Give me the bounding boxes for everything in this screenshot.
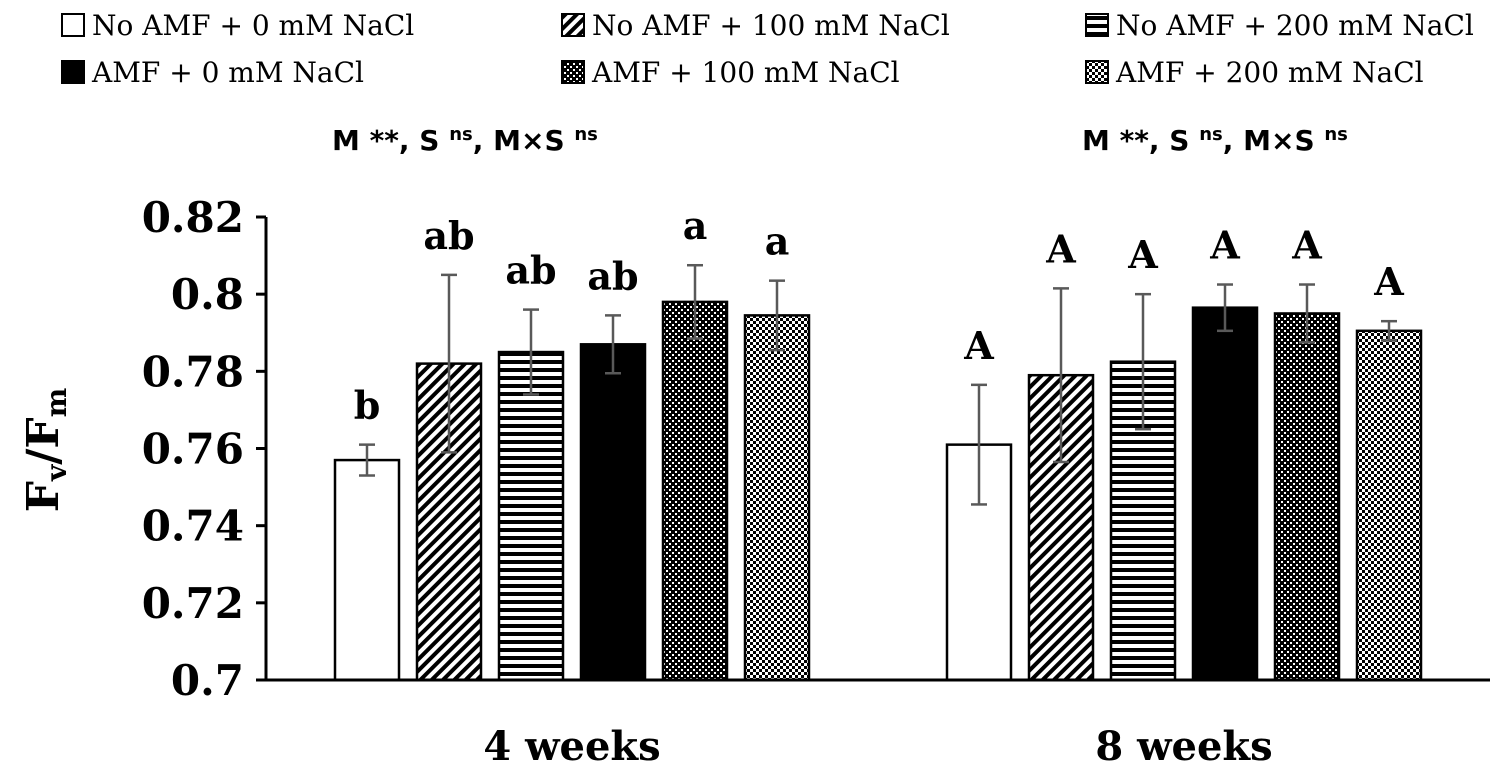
- bars: [333, 300, 1423, 682]
- significance-letter: ab: [423, 213, 474, 258]
- bar: [1355, 329, 1423, 682]
- y-tick-label: 0.74: [142, 502, 244, 551]
- y-tick-label: 0.76: [142, 425, 244, 474]
- y-tick-label: 0.78: [142, 347, 244, 396]
- y-axis: 0.82 0.8 0.78 0.76 0.74 0.72 0.7: [142, 193, 268, 705]
- y-axis-label-f2: F: [18, 417, 69, 448]
- significance-letter: A: [1045, 226, 1076, 271]
- legend-label: No AMF + 0 mM NaCl: [92, 9, 414, 42]
- legend: No AMF + 0 mM NaCl No AMF + 100 mM NaCl No…: [61, 9, 1474, 89]
- significance-letter: A: [1209, 223, 1240, 268]
- stat-annotation: M **, S ns, M×S ns: [332, 124, 598, 157]
- y-tick-label: 0.72: [142, 579, 244, 628]
- significance-letter: A: [963, 323, 994, 368]
- legend-label: AMF + 0 mM NaCl: [91, 56, 364, 89]
- y-tick-label: 0.8: [171, 270, 244, 319]
- legend-swatch: [561, 60, 585, 84]
- significance-letter: A: [1291, 223, 1322, 268]
- bar: [1191, 306, 1259, 682]
- bar: [743, 314, 811, 682]
- bar: [579, 343, 647, 682]
- stat-annotation: M **, S ns, M×S ns: [1082, 124, 1348, 157]
- y-axis-label-f1: F: [18, 481, 69, 512]
- y-tick-label: 0.7: [171, 656, 244, 705]
- stats-annotations: M **, S ns, M×S ns M **, S ns, M×S ns: [332, 124, 1348, 157]
- y-axis-label-sub2: m: [40, 388, 73, 418]
- y-axis-label-slash: /: [18, 448, 69, 465]
- legend-swatch: [61, 13, 85, 37]
- legend-label: AMF + 200 mM NaCl: [1115, 56, 1424, 89]
- legend-swatch: [1085, 13, 1109, 37]
- legend-label: No AMF + 200 mM NaCl: [1116, 9, 1474, 42]
- x-category-label: 8 weeks: [1095, 723, 1272, 770]
- legend-label: AMF + 100 mM NaCl: [591, 56, 900, 89]
- error-bars: [359, 263, 1397, 506]
- x-axis: 4 weeks 8 weeks: [266, 678, 1490, 770]
- y-axis-label: Fv/Fm: [18, 388, 73, 513]
- legend-swatch: [61, 60, 85, 84]
- legend-swatch: [561, 13, 585, 37]
- significance-letter: A: [1373, 259, 1404, 304]
- y-tick-label: 0.82: [142, 193, 244, 242]
- significance-letter: ab: [505, 248, 556, 293]
- legend-label: No AMF + 100 mM NaCl: [592, 9, 950, 42]
- bar: [497, 350, 565, 682]
- legend-swatch: [1085, 60, 1109, 84]
- significance-letter: a: [765, 219, 790, 264]
- bar: [333, 458, 401, 682]
- x-category-label: 4 weeks: [483, 723, 660, 770]
- significance-letter: b: [354, 383, 381, 428]
- significance-letter: A: [1127, 232, 1158, 277]
- y-axis-label-sub1: v: [40, 464, 73, 482]
- bar: [661, 300, 729, 682]
- significance-letter: a: [683, 203, 708, 248]
- significance-letter: ab: [587, 253, 638, 298]
- bar: [1273, 312, 1341, 682]
